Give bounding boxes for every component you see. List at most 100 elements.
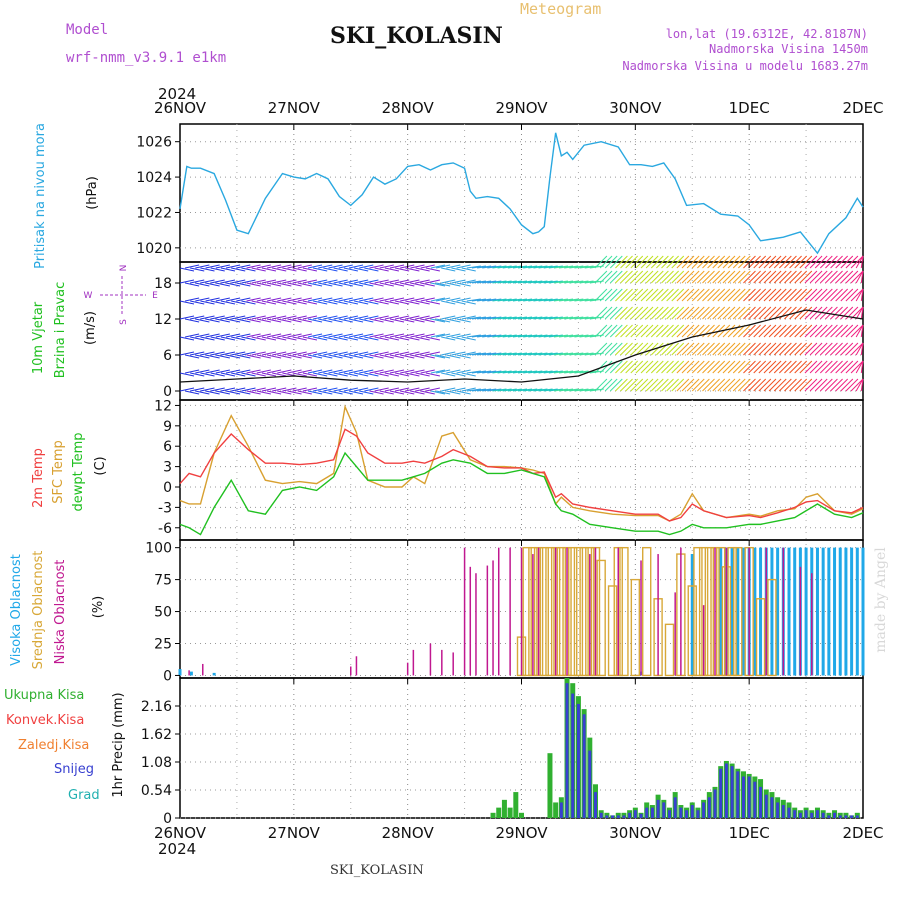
snow-precip-bar <box>611 815 615 818</box>
precip-y-tick-label: 0.54 <box>141 783 172 799</box>
wind-barb <box>604 306 618 320</box>
wind-barb <box>523 352 538 356</box>
wind-barb <box>625 378 639 392</box>
wind-barb <box>722 288 736 302</box>
wind-barb <box>850 288 864 302</box>
wind-barb <box>599 324 613 338</box>
wind-barb <box>246 264 261 269</box>
wind-barb <box>441 300 456 305</box>
wind-barb <box>681 306 695 320</box>
wind-barb <box>497 352 512 356</box>
wind-barb <box>379 282 394 287</box>
wind-barb <box>814 324 828 338</box>
wind-barb <box>205 333 220 338</box>
wind-barb <box>533 370 548 374</box>
wind-barb <box>712 288 726 302</box>
wind-barb <box>686 378 700 392</box>
wind-barb <box>625 270 639 284</box>
wind-barb <box>512 298 528 302</box>
snow-precip-bar <box>741 776 745 818</box>
wind-barb <box>251 300 266 305</box>
wind-barb <box>594 378 608 392</box>
wind-barb <box>569 298 584 302</box>
wind-barb <box>712 306 726 320</box>
wind-barb <box>543 388 558 392</box>
wind-barb <box>635 360 649 374</box>
wind-barb <box>220 315 236 320</box>
wind-barb <box>799 255 813 269</box>
temp-sfc-label: SFC Temp <box>51 440 66 504</box>
wind-barb <box>456 354 471 359</box>
meteogram-label: Meteogram <box>520 0 601 18</box>
wind-barb <box>487 388 502 392</box>
wind-barb <box>523 265 538 269</box>
wind-barb <box>482 352 497 356</box>
wind-barb <box>599 378 613 392</box>
wind-barb <box>727 270 741 284</box>
compass-w: W <box>84 291 93 301</box>
wind-barb <box>333 387 348 392</box>
wind-barb <box>579 316 594 320</box>
wind-barb <box>717 360 731 374</box>
wind-barb <box>415 336 430 341</box>
wind-barb <box>620 360 633 374</box>
wind-barb <box>564 334 579 338</box>
wind-barb <box>354 351 369 356</box>
pressure-y-tick-label: 1020 <box>136 241 172 257</box>
wind-barb <box>676 270 690 284</box>
wind-barb <box>246 297 261 302</box>
wind-barb <box>466 280 481 284</box>
wind-barb <box>784 306 797 320</box>
wind-barb <box>758 378 772 392</box>
wind-barb <box>190 300 205 305</box>
wind-barb <box>343 351 359 356</box>
wind-barb <box>364 279 379 284</box>
wind-barb <box>338 297 353 302</box>
wind-barb <box>748 324 761 338</box>
wind-barb <box>737 324 751 338</box>
wind-barb <box>518 352 533 356</box>
wind-barb <box>425 372 440 377</box>
wind-barb <box>400 282 415 287</box>
wind-barb <box>333 267 348 272</box>
wind-barb <box>604 288 618 302</box>
wind-barb <box>461 279 476 284</box>
wind-barb <box>789 255 802 269</box>
wind-barb <box>512 280 528 284</box>
wind-barb <box>302 267 318 272</box>
wind-barb <box>855 255 864 269</box>
wind-barb <box>722 306 736 320</box>
wind-barb <box>594 270 608 284</box>
snow-precip-bar <box>787 807 791 818</box>
wind-barb <box>487 316 502 320</box>
wind-barb <box>748 378 761 392</box>
wind-barb <box>691 255 705 269</box>
wind-barb <box>845 342 859 356</box>
wind-barb <box>825 306 838 320</box>
wind-barb <box>333 315 348 320</box>
wind-barb <box>195 333 210 338</box>
wind-barb <box>558 280 574 284</box>
wind-barb <box>855 288 864 302</box>
wind-barb <box>379 333 394 338</box>
snow-precip-bar <box>605 815 609 818</box>
wind-barb <box>645 270 659 284</box>
wind-barb <box>681 324 695 338</box>
wind-barb <box>558 316 574 320</box>
wind-barb <box>415 267 430 272</box>
mid-cloud-bar <box>556 546 567 677</box>
wind-barb <box>215 297 230 302</box>
wind-barb <box>615 255 628 269</box>
wind-barb <box>333 351 348 356</box>
wind-barb <box>748 255 761 269</box>
snow-precip-bar <box>833 812 837 818</box>
wind-barb <box>215 318 230 323</box>
wind-barb <box>528 334 543 338</box>
wind-barb <box>210 267 225 272</box>
wind-barb <box>400 369 415 374</box>
wind-barb <box>681 288 695 302</box>
wind-barb <box>415 315 430 320</box>
wind-barb <box>446 390 461 395</box>
wind-barb <box>758 306 772 320</box>
